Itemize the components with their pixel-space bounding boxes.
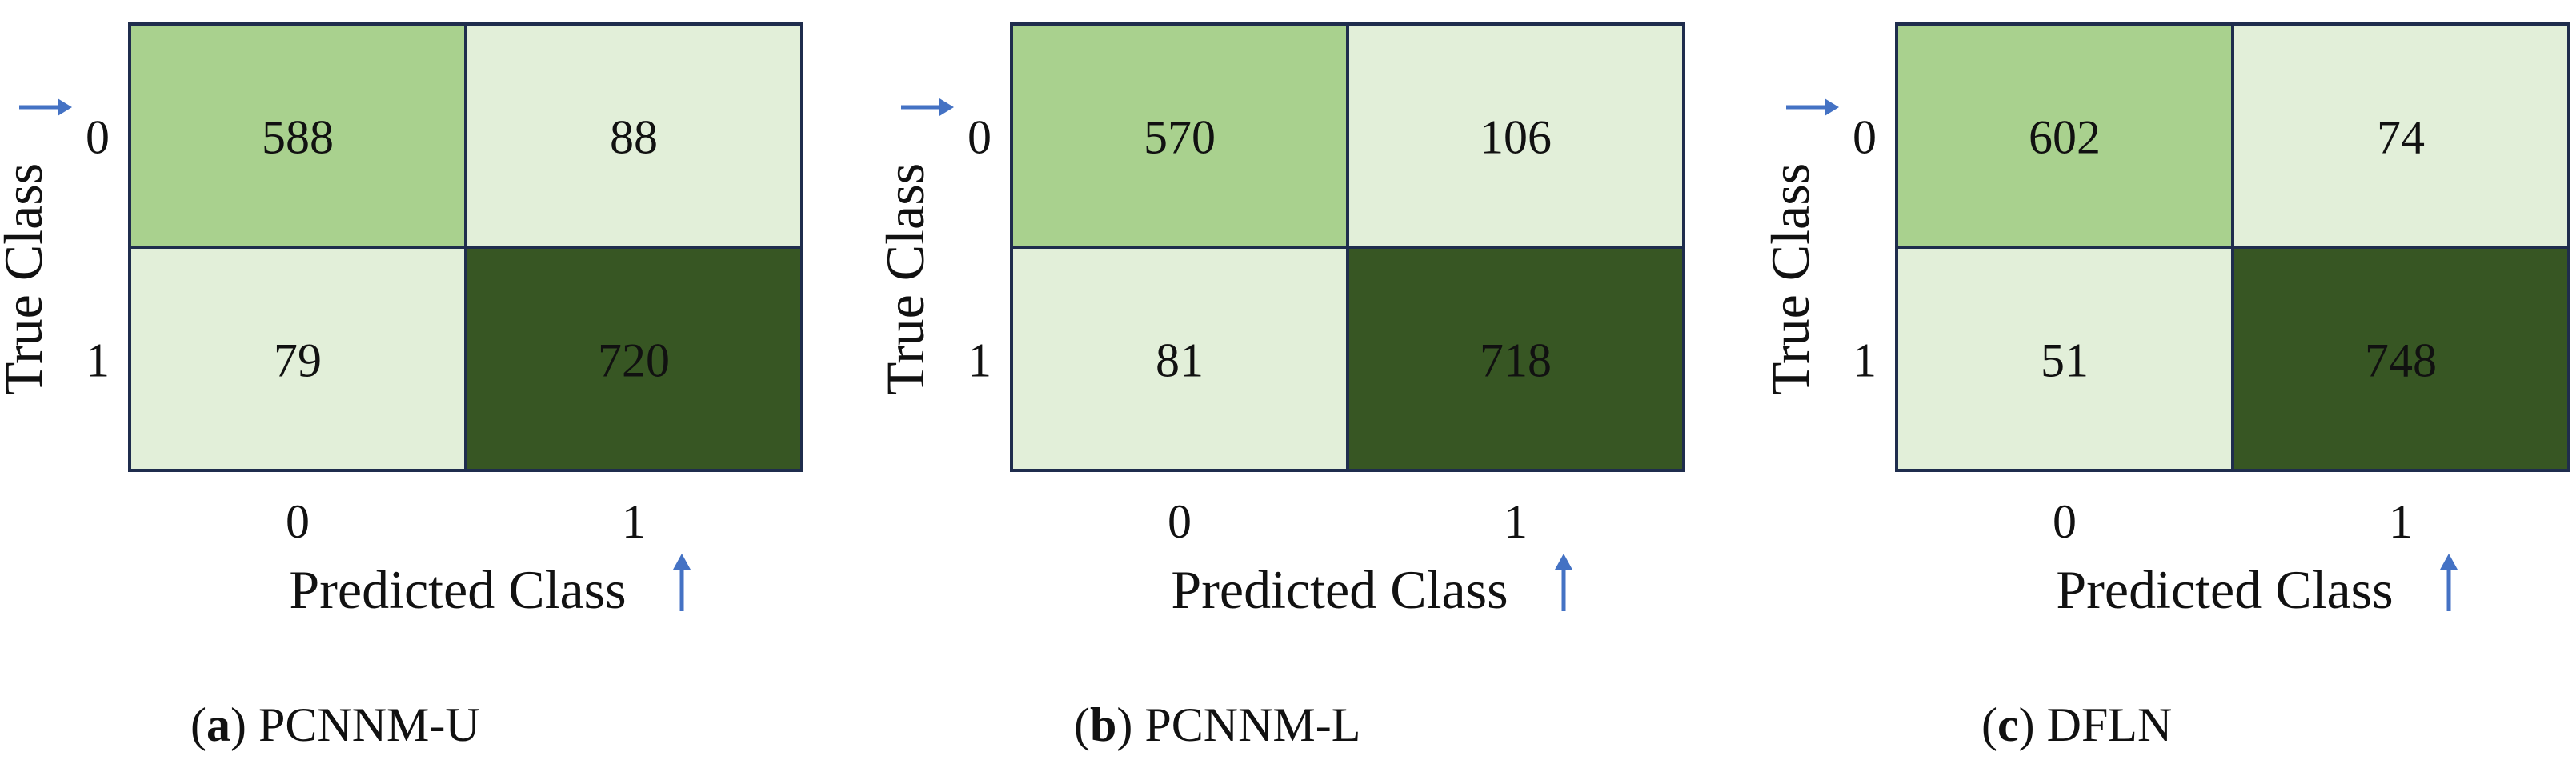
y-tick-c-1: 1	[1853, 334, 1877, 387]
caption-a-letter: a	[206, 698, 230, 751]
cell-value-b-0-1: 106	[1480, 111, 1552, 164]
cell-value-c-1-0: 51	[2041, 334, 2089, 387]
cell-value-a-0-1: 88	[610, 111, 658, 164]
y-axis-label-b: True Class	[875, 163, 935, 395]
cell-value-c-1-1: 748	[2365, 334, 2437, 387]
arrow-right-icon-b	[901, 98, 954, 116]
cell-a-1-0	[128, 246, 467, 472]
cell-a-0-1	[464, 22, 803, 249]
cell-value-b-0-0: 570	[1144, 111, 1216, 164]
arrow-right-icon-a	[19, 98, 72, 116]
x-tick-c-1: 1	[2389, 495, 2413, 548]
x-tick-c-0: 0	[2053, 495, 2077, 548]
caption-c: (c) DFLN	[1981, 698, 2173, 751]
y-tick-b-1: 1	[968, 334, 992, 387]
x-tick-b-0: 0	[1168, 495, 1192, 548]
cell-value-a-1-1: 720	[598, 334, 670, 387]
x-axis-label-a: Predicted Class	[289, 559, 626, 620]
confusion-matrix-c: 602 74 51 748 0 1 0 1 True Class Predicted Class	[1760, 22, 2570, 620]
cell-value-b-1-1: 718	[1480, 334, 1552, 387]
cell-value-a-1-0: 79	[274, 334, 322, 387]
caption-a-text: PCNNM-U	[258, 698, 480, 751]
arrow-up-icon-b	[1555, 554, 1572, 611]
cell-a-0-0	[128, 22, 467, 249]
caption-c-text: DFLN	[2046, 698, 2173, 751]
x-axis-label-c: Predicted Class	[2056, 559, 2393, 620]
x-tick-b-1: 1	[1504, 495, 1528, 548]
x-tick-a-1: 1	[622, 495, 646, 548]
x-tick-a-0: 0	[286, 495, 310, 548]
cell-c-1-1	[2231, 246, 2570, 472]
y-tick-a-1: 1	[86, 334, 110, 387]
caption-b: (b) PCNNM-L	[1074, 698, 1361, 751]
cell-a-1-1	[464, 246, 803, 472]
y-axis-label-a: True Class	[0, 163, 54, 395]
y-tick-c-0: 0	[1853, 111, 1877, 164]
y-tick-a-0: 0	[86, 111, 110, 164]
confusion-matrix-b: 570 106 81 718 0 1 0 1 True Class Predicted Class	[875, 22, 1685, 620]
arrow-up-icon-c	[2440, 554, 2458, 611]
caption-c-letter: c	[1997, 698, 2019, 751]
cell-value-a-0-0: 588	[262, 111, 334, 164]
cell-value-b-1-0: 81	[1156, 334, 1204, 387]
cell-b-0-1	[1346, 22, 1685, 249]
arrow-right-icon-c	[1786, 98, 1839, 116]
cell-value-c-0-1: 74	[2377, 111, 2425, 164]
cell-b-1-0	[1010, 246, 1349, 472]
cell-c-1-0	[1895, 246, 2234, 472]
cell-b-1-1	[1346, 246, 1685, 472]
cell-value-c-0-0: 602	[2029, 111, 2101, 164]
y-axis-label-c: True Class	[1760, 163, 1821, 395]
x-axis-label-b: Predicted Class	[1171, 559, 1508, 620]
confusion-matrix-a: 588 88 79 720 0 1 0 1 True Class Predicted Class	[0, 22, 803, 620]
cell-c-0-1	[2231, 22, 2570, 249]
arrow-up-icon-a	[673, 554, 691, 611]
caption-b-letter: b	[1089, 698, 1117, 751]
caption-b-text: PCNNM-L	[1144, 698, 1361, 751]
cell-c-0-0	[1895, 22, 2234, 249]
caption-a: (a) PCNNM-U	[190, 698, 480, 751]
y-tick-b-0: 0	[968, 111, 992, 164]
